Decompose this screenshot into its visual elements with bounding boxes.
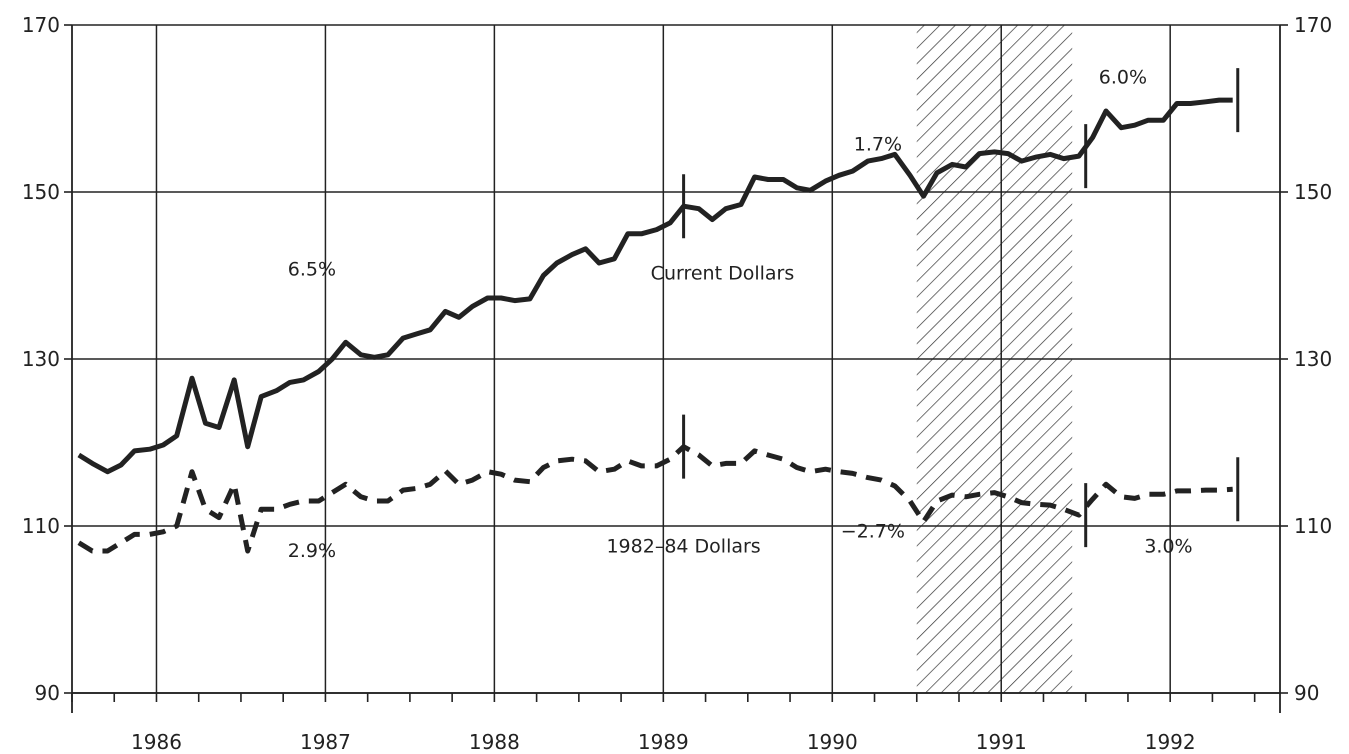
axes: [64, 24, 1288, 713]
y-tick-label-left: 90: [35, 681, 60, 705]
x-year-label: 1987: [300, 730, 351, 754]
y-tick-label-right: 90: [1294, 681, 1319, 705]
annotation-label: 2.9%: [288, 540, 336, 562]
x-year-labels: 1986 1987 1988 1989 1990 1991 1992: [131, 730, 1196, 754]
annotation-label: 6.5%: [288, 259, 336, 281]
series-lines: [77, 97, 1233, 554]
grid: [72, 24, 1280, 694]
x-year-label: 1989: [638, 730, 689, 754]
x-year-label: 1992: [1145, 730, 1196, 754]
x-year-label: 1991: [976, 730, 1027, 754]
series-line-real-dollars: [77, 444, 1233, 554]
annotation-label: Current Dollars: [651, 263, 795, 285]
annotations: 6.5% 2.9% Current Dollars 1982–84 Dollars 1.…: [288, 66, 1193, 561]
y-tick-label-right: 110: [1294, 514, 1332, 538]
annotation-label: 1.7%: [854, 133, 902, 155]
y-tick-label-right: 170: [1294, 13, 1332, 37]
annotation-label: 3.0%: [1144, 536, 1192, 558]
annotation-label: 1982–84 Dollars: [606, 536, 760, 558]
y-tick-label-left: 170: [22, 13, 60, 37]
y-tick-label-left: 110: [22, 514, 60, 538]
x-year-label: 1990: [807, 730, 858, 754]
y-tick-label-left: 150: [22, 180, 60, 204]
period-markers: [682, 68, 1240, 548]
y-tick-label-right: 130: [1294, 347, 1332, 371]
series-line-current-dollars: [77, 97, 1233, 475]
y-tick-labels: 90 90 110 110 130 130 150 150 170 170: [22, 13, 1332, 705]
annotation-label: −2.7%: [841, 521, 905, 543]
y-tick-label-left: 130: [22, 347, 60, 371]
y-tick-label-right: 150: [1294, 180, 1332, 204]
x-year-label: 1988: [469, 730, 520, 754]
x-year-label: 1986: [131, 730, 182, 754]
annotation-label: 6.0%: [1099, 66, 1147, 88]
